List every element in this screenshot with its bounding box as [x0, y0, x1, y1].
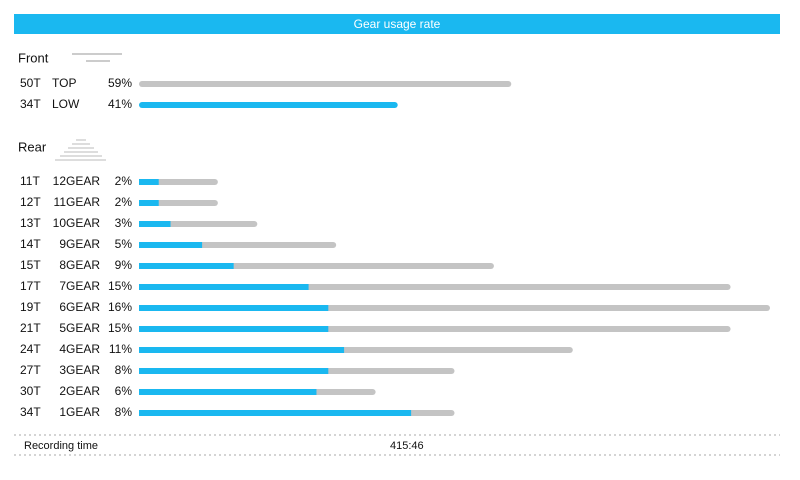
low-ring-bar: [139, 242, 203, 248]
gear-name: TOP: [52, 76, 76, 90]
rear-icon: [55, 139, 106, 161]
cog: 21T: [20, 321, 41, 335]
gear-name: 7GEAR: [59, 279, 100, 293]
gear-name: 8GEAR: [59, 258, 100, 272]
cog: 24T: [20, 342, 41, 356]
cog: 27T: [20, 363, 41, 377]
chainring: 50T: [20, 76, 41, 90]
usage-bar: [139, 81, 512, 87]
percent-label: 2%: [115, 195, 133, 209]
cog: 30T: [20, 384, 41, 398]
percent-label: 9%: [115, 258, 133, 272]
percent-label: 15%: [108, 321, 132, 335]
gear-name: 10GEAR: [53, 216, 101, 230]
chainring: 34T: [20, 97, 41, 111]
cog: 13T: [20, 216, 41, 230]
gear-name: 11GEAR: [54, 195, 101, 209]
cog: 19T: [20, 300, 41, 314]
low-ring-bar: [139, 221, 171, 227]
gear-name: 1GEAR: [59, 405, 100, 419]
percent-label: 6%: [115, 384, 133, 398]
gear-name: LOW: [52, 97, 80, 111]
low-ring-bar: [139, 326, 329, 332]
percent-label: 2%: [115, 174, 133, 188]
percent-label: 41%: [108, 97, 132, 111]
cog: 15T: [20, 258, 41, 272]
low-ring-bar: [139, 305, 329, 311]
gear-name: 2GEAR: [59, 384, 100, 398]
cog: 14T: [20, 237, 41, 251]
front-icon: [72, 53, 122, 62]
recording-time-value: 415:46: [390, 440, 424, 452]
low-ring-bar: [139, 179, 159, 185]
gear-name: 5GEAR: [59, 321, 100, 335]
gear-name: 3GEAR: [59, 363, 100, 377]
cog: 34T: [20, 405, 41, 419]
low-ring-bar: [139, 284, 309, 290]
low-ring-bar: [139, 410, 412, 416]
header-bar: [14, 14, 780, 34]
usage-bar: [139, 102, 398, 108]
gear-name: 9GEAR: [59, 237, 100, 251]
gear-name: 12GEAR: [53, 174, 101, 188]
cog: 11T: [20, 174, 40, 188]
percent-label: 8%: [115, 363, 133, 377]
percent-label: 8%: [115, 405, 133, 419]
header-title: Gear usage rate: [354, 17, 441, 31]
percent-label: 11%: [109, 342, 132, 356]
cog: 12T: [20, 195, 41, 209]
percent-label: 5%: [115, 237, 133, 251]
low-ring-bar: [139, 200, 159, 206]
gear-name: 4GEAR: [59, 342, 100, 356]
low-ring-bar: [139, 368, 329, 374]
percent-label: 3%: [115, 216, 133, 230]
low-ring-bar: [139, 389, 317, 395]
percent-label: 59%: [108, 76, 132, 90]
front-label: Front: [18, 50, 49, 65]
low-ring-bar: [139, 347, 345, 353]
percent-label: 15%: [108, 279, 132, 293]
cog: 17T: [20, 279, 41, 293]
low-ring-bar: [139, 263, 234, 269]
percent-label: 16%: [108, 300, 132, 314]
gear-name: 6GEAR: [59, 300, 100, 314]
recording-time-label: Recording time: [24, 440, 98, 452]
rear-label: Rear: [18, 139, 47, 154]
